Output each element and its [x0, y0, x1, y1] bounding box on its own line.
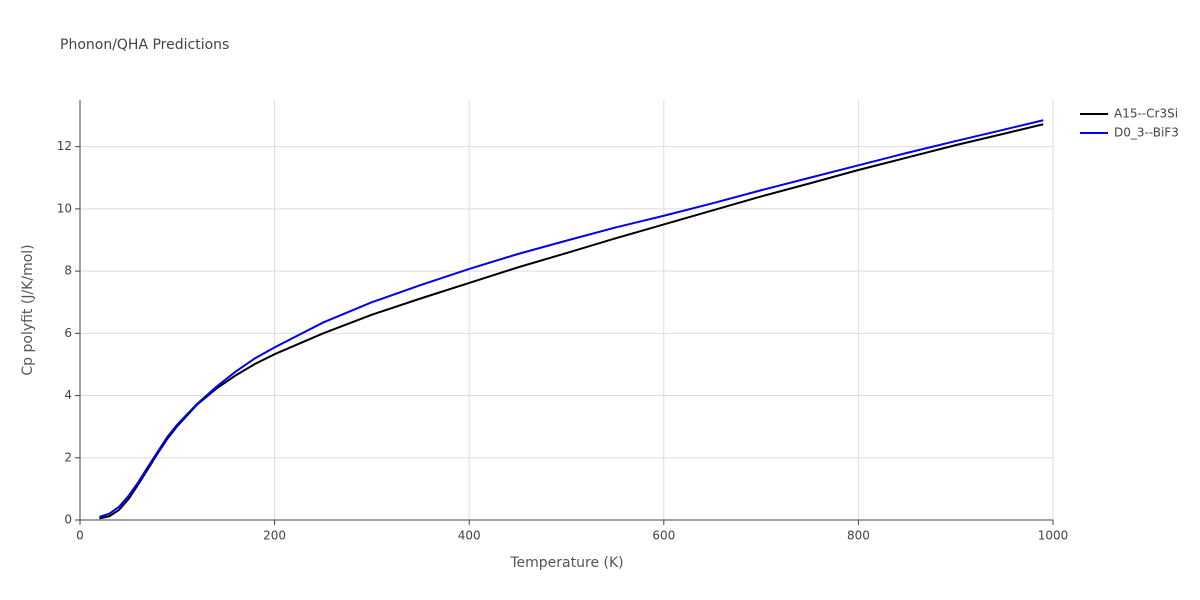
chart-title: Phonon/QHA Predictions [60, 37, 229, 53]
legend-label: D0_3--BiF3 [1114, 126, 1179, 140]
x-tick-label: 800 [847, 529, 870, 543]
y-tick-label: 8 [64, 264, 72, 278]
y-tick-label: 2 [64, 450, 72, 464]
y-tick-label: 6 [64, 326, 72, 340]
x-tick-label: 0 [76, 529, 84, 543]
data-line [99, 123, 1044, 520]
legend-label: A15--Cr3Si [1114, 107, 1178, 121]
y-axis-title: Cp polyfit (J/K/mol) [20, 244, 36, 375]
y-tick-label: 12 [57, 139, 72, 153]
data-line [99, 119, 1044, 518]
y-tick-label: 4 [64, 388, 72, 402]
x-tick-label: 400 [458, 529, 481, 543]
x-tick-label: 1000 [1038, 529, 1069, 543]
x-axis-title: Temperature (K) [509, 555, 623, 571]
x-tick-label: 600 [652, 529, 675, 543]
y-tick-label: 0 [64, 513, 72, 527]
x-tick-label: 200 [263, 529, 286, 543]
y-tick-label: 10 [57, 201, 72, 215]
